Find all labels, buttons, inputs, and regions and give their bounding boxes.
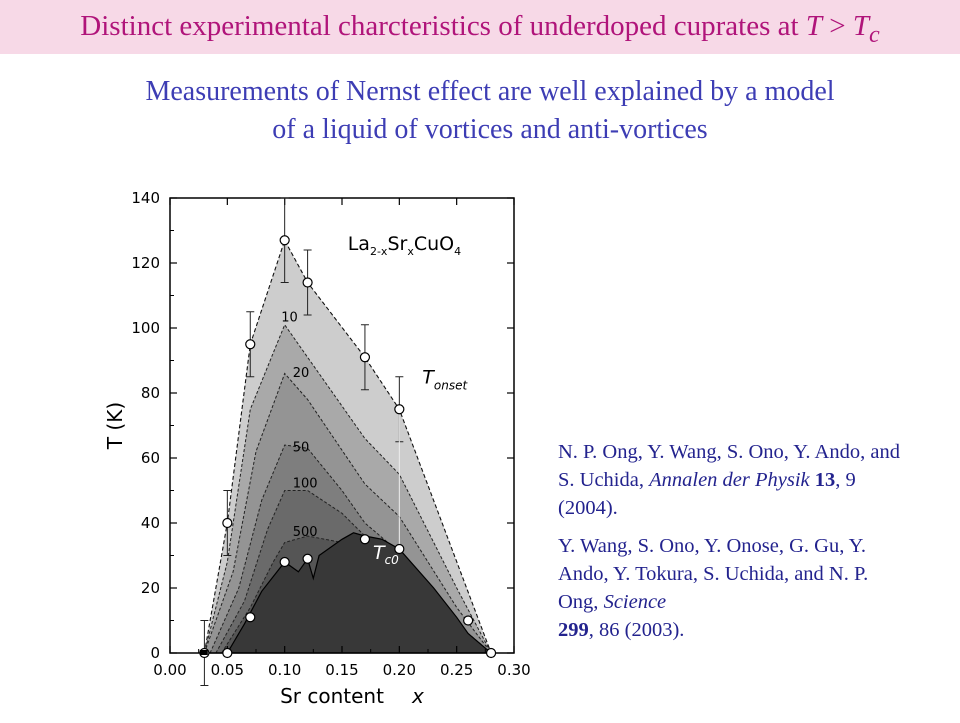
slide-title: Distinct experimental charcteristics of … xyxy=(0,10,960,49)
tc-point xyxy=(359,534,371,545)
chart-svg: 0.00 0.05 0.10 0.15 0.20 0.25 0.30 0 20 40 60 80 100… xyxy=(103,189,531,708)
tonset-label: Tonset xyxy=(422,366,468,392)
contour-label: 50 xyxy=(293,441,310,456)
y-tick-label: 40 xyxy=(141,514,160,532)
contour-label: 100 xyxy=(293,476,318,491)
tc-point xyxy=(394,543,405,555)
tc-point xyxy=(245,612,256,623)
onset-point xyxy=(359,352,371,363)
onset-point xyxy=(394,404,405,415)
y-tick-label: 0 xyxy=(150,644,160,662)
x-tick-label: 0.10 xyxy=(268,661,301,679)
x-tick-label: 0.30 xyxy=(497,661,530,679)
title-tc-sub: c xyxy=(868,20,880,48)
title-bar xyxy=(0,0,960,54)
tc0-region xyxy=(204,532,493,654)
phase-diagram-chart: 0.00 0.05 0.10 0.15 0.20 0.25 0.30 0 20 40 60 80 100… xyxy=(90,178,540,723)
subtitle-line-2: of a liquid of vortices and anti-vortice… xyxy=(272,114,708,145)
x-tick-label: 0.20 xyxy=(383,661,416,679)
reference-1: N. P. Ong, Y. Wang, S. Ono, Y. Ando, and… xyxy=(558,441,900,519)
onset-point xyxy=(279,235,290,246)
contour-label: 500 xyxy=(293,525,318,540)
title-main-text: Distinct experimental charcteristics of … xyxy=(80,10,806,42)
y-tick-label: 140 xyxy=(131,189,160,207)
onset-point xyxy=(302,277,313,288)
tc-point xyxy=(279,556,290,568)
title-gt: > xyxy=(821,10,853,42)
y-axis-label: T (K) xyxy=(103,402,127,450)
y-tick-label: 80 xyxy=(141,384,160,402)
x-tick-label: 0.25 xyxy=(440,661,473,679)
y-tick-label: 100 xyxy=(131,319,160,337)
x-tick-label: 0.05 xyxy=(211,661,244,679)
references: N. P. Ong, Y. Wang, S. Ono, Y. Ando, and… xyxy=(558,438,908,654)
onset-point xyxy=(222,517,233,529)
x-tick-label: 0.00 xyxy=(153,661,186,679)
contour-label: 20 xyxy=(293,366,310,381)
onset-point xyxy=(245,339,256,350)
x-axis-variable: x xyxy=(411,684,424,708)
y-tick-label: 60 xyxy=(141,449,160,467)
tc-point xyxy=(463,615,474,626)
subtitle-line-1: Measurements of Nernst effect are well e… xyxy=(145,76,835,107)
contour-label: 10 xyxy=(281,311,298,326)
reference-2: Y. Wang, S. Ono, Y. Onose, G. Gu, Y. And… xyxy=(558,535,869,641)
title-T: T xyxy=(805,10,822,42)
onset-line xyxy=(203,238,492,654)
x-axis-label: Sr content xyxy=(280,684,384,708)
tc-point xyxy=(302,553,313,564)
y-tick-label: 20 xyxy=(141,579,160,597)
tc0-label: Tc0 xyxy=(373,542,399,567)
origin-marker xyxy=(199,650,208,655)
title-tc-T: T xyxy=(852,10,869,42)
tc-point xyxy=(222,647,233,659)
x-tick-label: 0.15 xyxy=(325,661,358,679)
tc-point xyxy=(485,647,497,659)
y-tick-label: 120 xyxy=(131,254,160,272)
formula-label: La2-xSrxCuO4 xyxy=(348,233,461,258)
